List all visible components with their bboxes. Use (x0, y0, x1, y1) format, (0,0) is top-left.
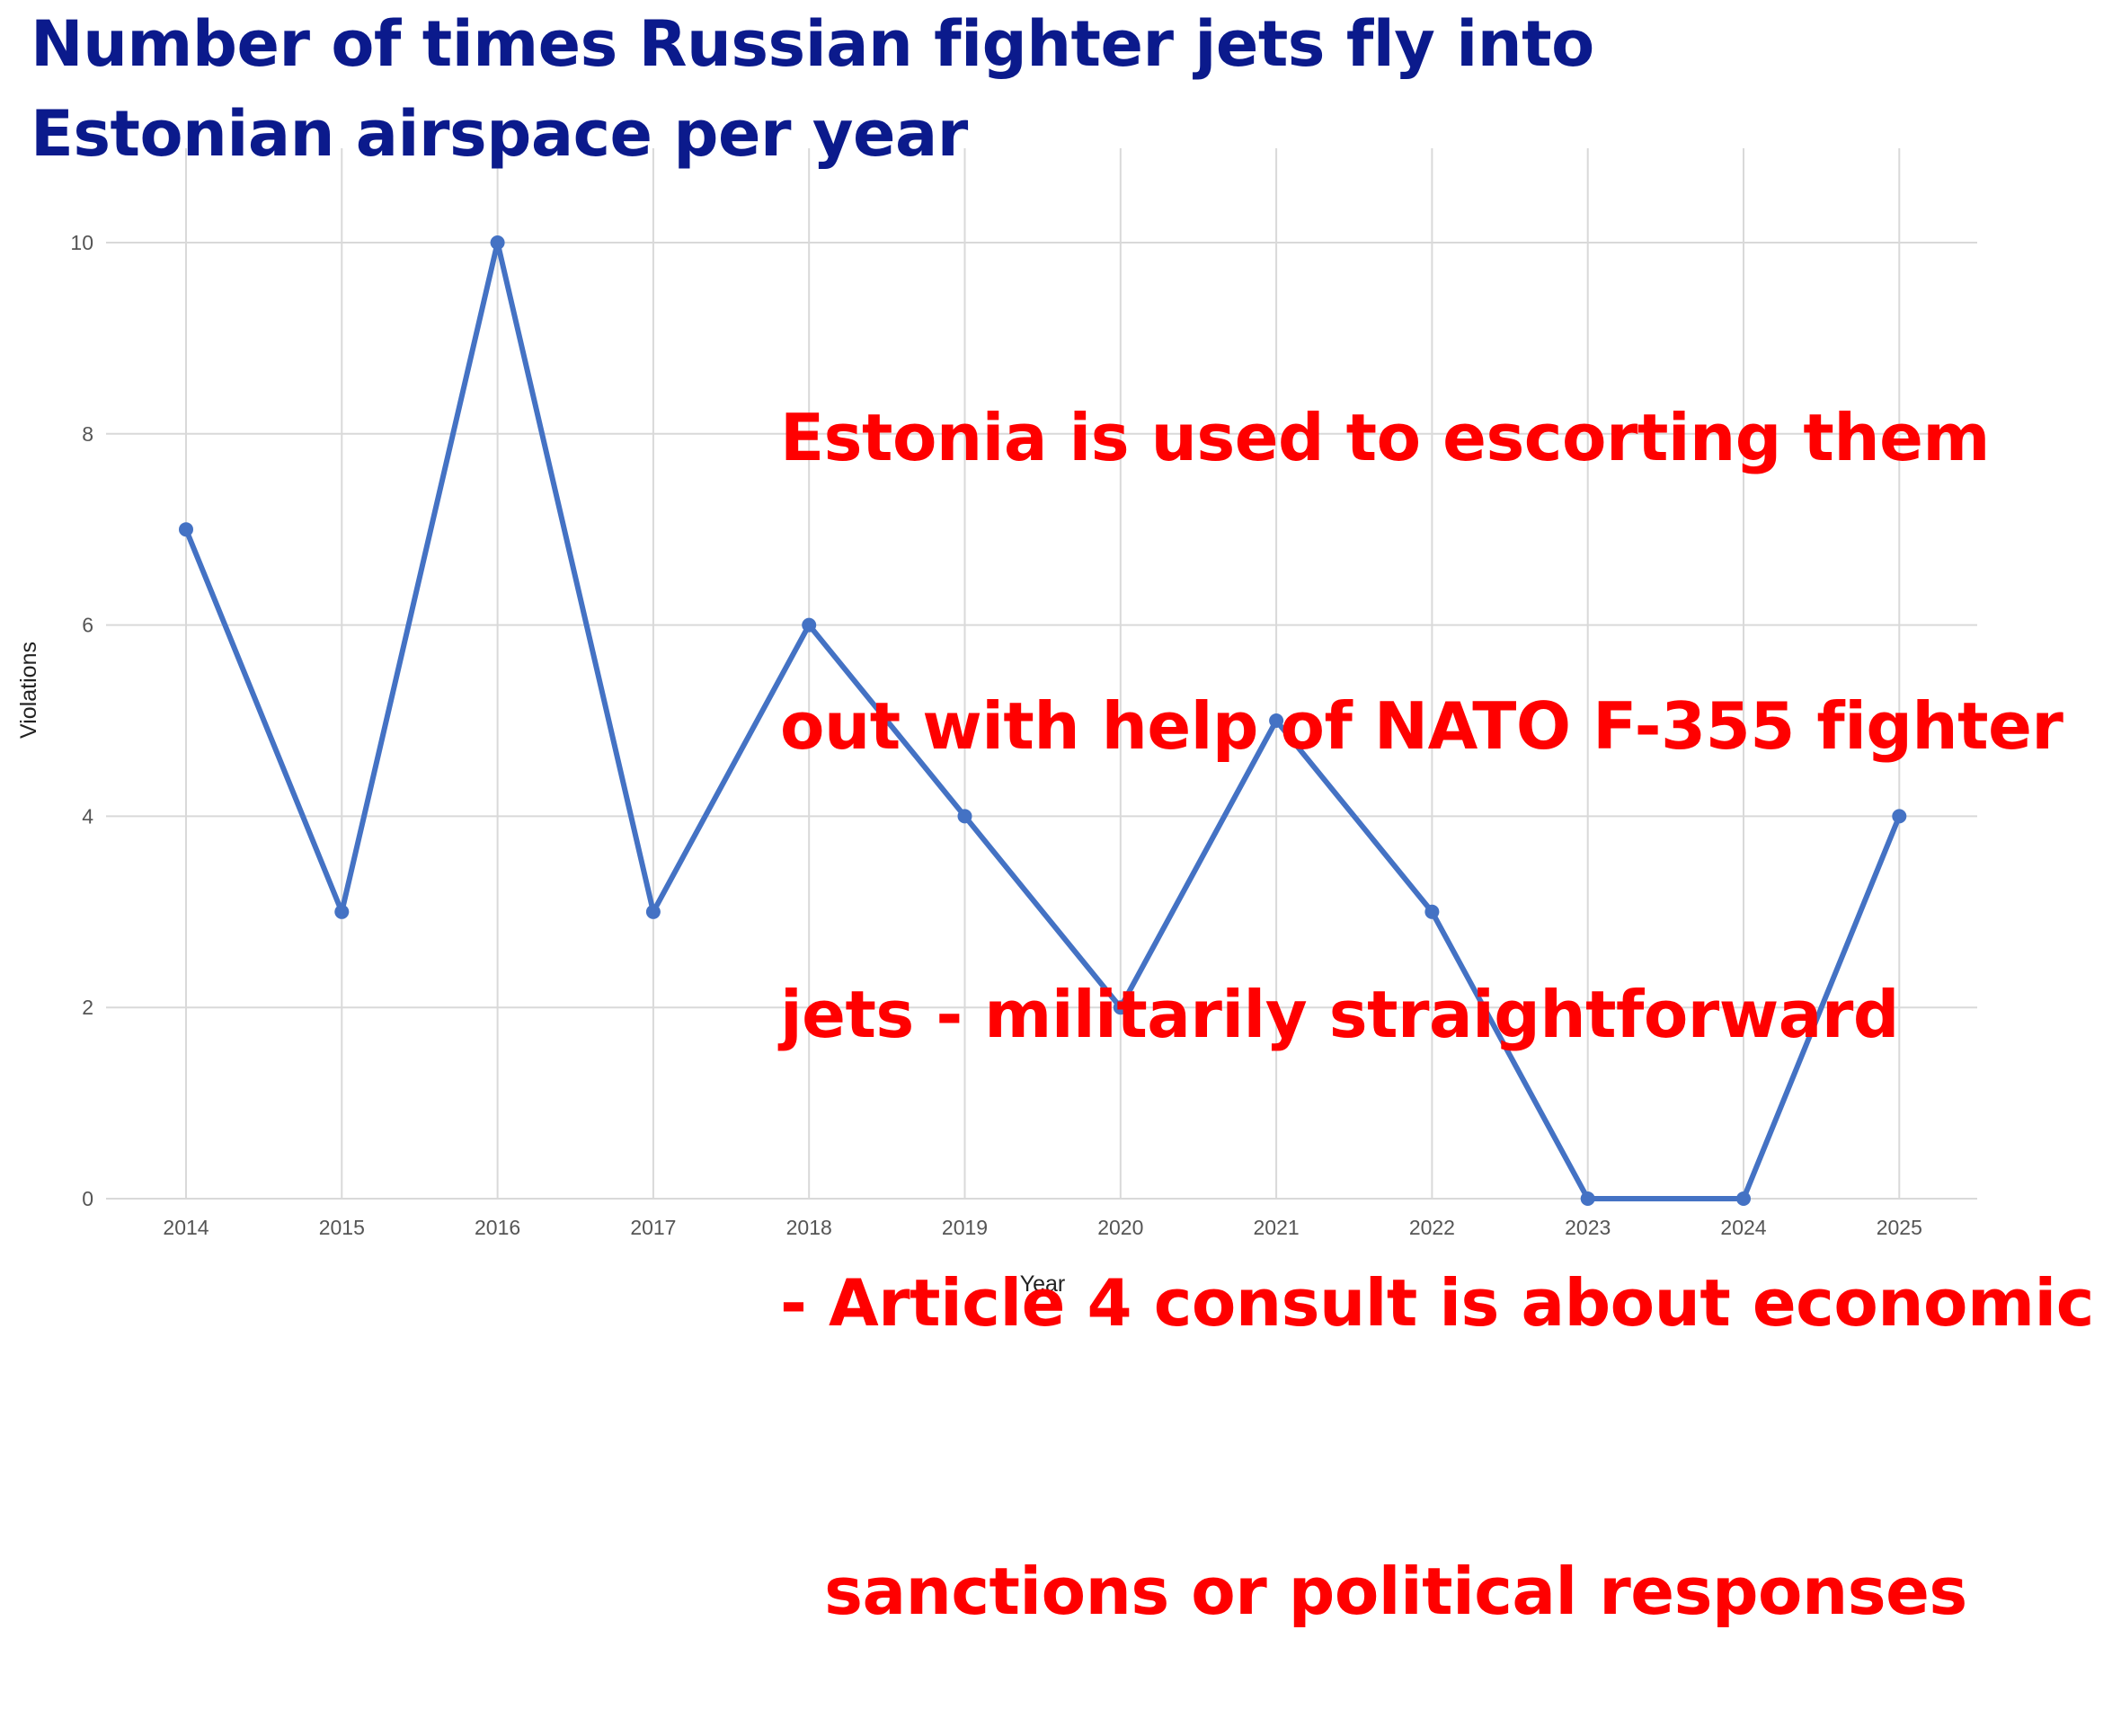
y-tick-label: 2 (82, 996, 93, 1019)
x-tick-label: 2023 (1565, 1216, 1611, 1239)
line-chart: 2014 2015 2016 2017 2018 2019 2020 2021 2022 2023… (16, 148, 1977, 1297)
data-point (802, 617, 817, 633)
data-point (1580, 1191, 1595, 1206)
annotation-line-2: out with help of NATO F-355 fighter (780, 688, 2063, 764)
y-axis-label: Violations (16, 642, 41, 739)
chart-title-line-2: Estonian airspace per year (31, 97, 968, 171)
y-tick-label: 0 (82, 1187, 93, 1210)
series-layer (179, 235, 1907, 1206)
x-tick-label: 2022 (1409, 1216, 1455, 1239)
x-axis-label: Year (1020, 1271, 1066, 1297)
annotation-line-4: - Article 4 consult is about economic (780, 1265, 2094, 1341)
chart-title-line-1: Number of times Russian fighter jets fly… (31, 7, 1594, 81)
y-tick-label: 8 (82, 422, 93, 446)
x-tick-label: 2016 (475, 1216, 520, 1239)
data-point (179, 522, 193, 537)
y-tick-label: 6 (82, 614, 93, 637)
x-tick-label: 2019 (942, 1216, 988, 1239)
annotation-text: Estonia is used to escorting them out wi… (780, 198, 2094, 1736)
data-point (1424, 904, 1440, 919)
x-tick-label: 2015 (319, 1216, 365, 1239)
data-point (1892, 809, 1907, 824)
y-tick-label: 4 (82, 804, 93, 828)
annotation-line-3: jets - militarily straightforward (780, 977, 1899, 1052)
annotation-line-5: sanctions or political responses (780, 1554, 1967, 1629)
x-tick-label: 2021 (1254, 1216, 1300, 1239)
annotation-line-1: Estonia is used to escorting them (780, 400, 1990, 475)
y-tick-labels: 0 2 4 6 8 10 (70, 231, 93, 1210)
data-point (490, 235, 505, 250)
x-tick-label: 2018 (786, 1216, 832, 1239)
x-tick-label: 2024 (1720, 1216, 1766, 1239)
data-point (1113, 1000, 1128, 1015)
x-tick-label: 2017 (630, 1216, 676, 1239)
data-point (645, 904, 661, 919)
vertical-gridlines (185, 148, 1901, 1199)
x-tick-label: 2014 (163, 1216, 209, 1239)
data-point (957, 809, 972, 824)
x-tick-label: 2025 (1877, 1216, 1922, 1239)
data-point (1736, 1191, 1751, 1206)
x-tick-label: 2020 (1097, 1216, 1143, 1239)
data-point (334, 904, 350, 919)
x-tick-labels: 2014 2015 2016 2017 2018 2019 2020 2021 2022 2023… (163, 1216, 1921, 1239)
series-line (183, 240, 1903, 1201)
y-tick-label: 10 (70, 231, 93, 254)
data-point (1269, 713, 1284, 728)
